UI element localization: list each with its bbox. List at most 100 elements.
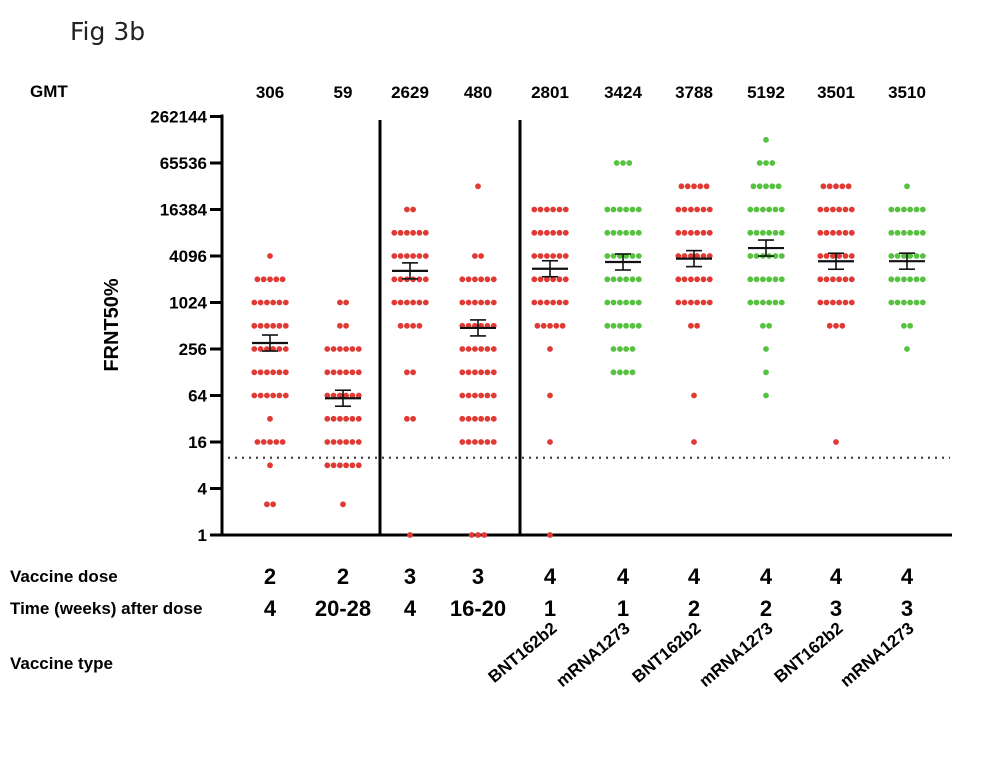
data-point xyxy=(404,299,410,306)
data-point xyxy=(537,299,544,306)
time-after-dose-value: 4 xyxy=(404,596,417,621)
data-point xyxy=(340,501,346,508)
data-point xyxy=(700,206,707,213)
data-point xyxy=(756,160,763,166)
data-point xyxy=(276,322,283,329)
data-point xyxy=(355,346,362,352)
gmt-values: 306 59 2629 480 2801 3424 3788 5192 3501 3510 xyxy=(256,83,926,102)
data-point xyxy=(355,462,362,469)
data-point xyxy=(264,501,270,508)
gmt-value: 306 xyxy=(256,83,284,102)
data-point xyxy=(270,501,276,508)
data-point xyxy=(907,253,913,259)
data-point xyxy=(410,253,416,259)
data-point xyxy=(391,276,398,283)
data-point xyxy=(547,532,553,538)
data-point xyxy=(330,346,337,352)
data-point xyxy=(888,229,895,236)
data-point xyxy=(550,206,556,213)
data-point xyxy=(490,276,497,283)
vaccine-dose-value: 3 xyxy=(472,564,484,589)
data-point xyxy=(484,346,491,352)
data-point xyxy=(700,299,707,306)
y-tick-label: 4 xyxy=(198,480,208,499)
data-point xyxy=(562,229,569,236)
data-point xyxy=(484,392,491,399)
data-point xyxy=(901,322,907,329)
data-point xyxy=(472,253,478,259)
data-point xyxy=(629,206,636,213)
data-point xyxy=(703,183,710,190)
data-point xyxy=(267,415,273,422)
data-point xyxy=(337,462,343,469)
data-point xyxy=(681,299,688,306)
data-point xyxy=(604,276,611,283)
data-point xyxy=(706,276,713,283)
data-point xyxy=(270,392,276,399)
data-point xyxy=(324,415,331,422)
data-point xyxy=(355,392,362,399)
data-point xyxy=(688,299,694,306)
data-point xyxy=(404,206,410,213)
data-point xyxy=(753,229,760,236)
data-point xyxy=(416,276,423,283)
figure-label: Fig 3b xyxy=(70,17,145,46)
data-point xyxy=(410,206,416,213)
data-point xyxy=(775,183,782,190)
data-point xyxy=(397,229,404,236)
data-point xyxy=(459,299,466,306)
data-point xyxy=(691,439,697,445)
data-point xyxy=(617,276,623,283)
gmt-value: 3788 xyxy=(675,83,713,102)
data-point xyxy=(678,183,685,190)
data-point xyxy=(688,276,694,283)
y-axis: 1 4 16 64 256 1024 4096 16384 65536 262144 xyxy=(150,108,952,545)
data-point xyxy=(337,392,343,399)
data-point xyxy=(404,322,410,329)
data-point xyxy=(355,439,362,445)
data-point xyxy=(270,299,276,306)
data-point xyxy=(472,299,478,306)
gmt-markers xyxy=(252,239,925,408)
data-point xyxy=(465,299,472,306)
data-point xyxy=(422,276,429,283)
data-point xyxy=(282,322,289,329)
data-point xyxy=(324,439,331,445)
data-point xyxy=(251,369,258,376)
data-point xyxy=(694,253,700,259)
data-point xyxy=(490,299,497,306)
data-point xyxy=(778,276,785,283)
data-point xyxy=(604,299,611,306)
data-point xyxy=(562,276,569,283)
data-point xyxy=(817,229,824,236)
data-point xyxy=(416,322,423,329)
data-point xyxy=(613,160,620,166)
data-point xyxy=(907,299,913,306)
data-point xyxy=(490,415,497,422)
data-point xyxy=(675,206,682,213)
data-point xyxy=(617,346,623,352)
data-point xyxy=(544,299,550,306)
data-point xyxy=(700,229,707,236)
data-point xyxy=(531,299,538,306)
data-point xyxy=(397,276,404,283)
data-point xyxy=(823,299,830,306)
data-point xyxy=(550,229,556,236)
data-point xyxy=(490,439,497,445)
data-point xyxy=(753,299,760,306)
data-point xyxy=(766,322,772,329)
gmt-value: 3510 xyxy=(888,83,926,102)
data-point xyxy=(556,253,563,259)
data-point xyxy=(610,346,617,352)
data-point xyxy=(675,276,682,283)
data-point xyxy=(766,206,772,213)
vaccine-dose-value: 4 xyxy=(544,564,557,589)
data-point xyxy=(267,462,273,469)
data-point xyxy=(391,253,398,259)
data-point xyxy=(700,276,707,283)
data-point xyxy=(901,206,907,213)
data-point xyxy=(397,322,404,329)
vaccine-dose-label: Vaccine dose xyxy=(10,567,118,586)
data-point xyxy=(706,229,713,236)
data-point xyxy=(343,322,349,329)
